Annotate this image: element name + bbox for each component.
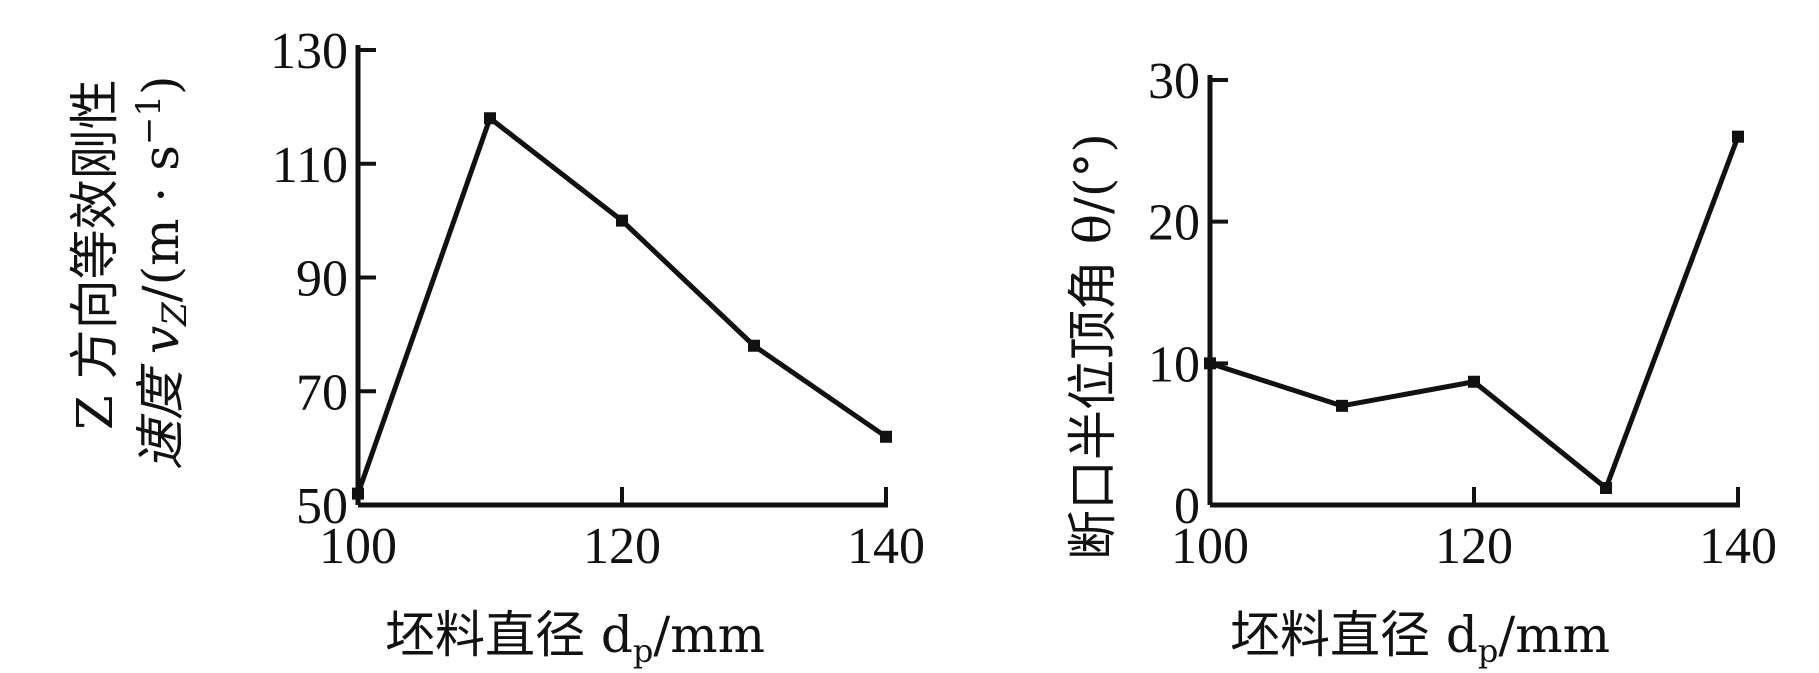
left-x-title-main: 坯料直径 d bbox=[385, 606, 633, 664]
left-x-tick-label: 100 bbox=[319, 518, 397, 575]
right-data-point bbox=[1732, 130, 1744, 143]
right-y-axis-title: 断口半位顶角 θ/(°) bbox=[1064, 133, 1122, 560]
left-y-axis-title-line1: Z 方向等效刚性 bbox=[66, 79, 124, 430]
left-y-axis-title-line2: 速度 vZ/(m · s−1) bbox=[129, 75, 195, 470]
right-series bbox=[1204, 130, 1744, 494]
left-y-title-unit: /(m · s bbox=[132, 145, 190, 302]
right-x-tick-label: 140 bbox=[1699, 518, 1777, 575]
right-x-tick-label: 120 bbox=[1435, 518, 1513, 575]
left-x-tick-label: 140 bbox=[847, 518, 925, 575]
left-data-point bbox=[616, 214, 628, 227]
right-data-point bbox=[1204, 357, 1216, 370]
right-y-tick-label: 20 bbox=[1148, 195, 1200, 252]
right-series-line bbox=[1209, 135, 1741, 491]
right-y-tick-label: 10 bbox=[1148, 336, 1200, 393]
right-data-point bbox=[1600, 482, 1612, 494]
left-y-title-sup: −1 bbox=[129, 95, 169, 145]
left-x-title-sub: p bbox=[633, 632, 653, 670]
left-x-tick-label: 120 bbox=[583, 518, 661, 575]
left-y-title-close: ) bbox=[132, 75, 190, 95]
right-x-tick-label: 100 bbox=[1171, 518, 1249, 575]
left-series-line bbox=[355, 115, 888, 495]
left-data-point bbox=[352, 487, 364, 500]
left-data-point bbox=[484, 112, 496, 125]
left-ticks: 50 70 90 110 130 100 120 140 bbox=[270, 23, 925, 575]
left-series bbox=[352, 112, 892, 500]
right-x-title-main: 坯料直径 d bbox=[1230, 606, 1478, 664]
left-y-tick-label: 110 bbox=[272, 137, 348, 194]
left-data-point bbox=[880, 430, 892, 443]
left-data-point bbox=[748, 339, 760, 352]
left-x-title-unit: /mm bbox=[653, 606, 765, 664]
left-y-title-main: 速度 v bbox=[132, 326, 190, 470]
right-x-axis-title: 坯料直径 dp/mm bbox=[1230, 606, 1610, 670]
left-y-tick-label: 50 bbox=[296, 478, 348, 535]
left-x-axis-title: 坯料直径 dp/mm bbox=[385, 606, 765, 670]
left-y-tick-label: 70 bbox=[296, 364, 348, 421]
right-ticks: 0 10 20 30 100 120 140 bbox=[1148, 53, 1777, 575]
right-y-tick-label: 0 bbox=[1174, 478, 1200, 535]
left-y-tick-label: 130 bbox=[270, 23, 348, 80]
right-data-point bbox=[1468, 375, 1480, 388]
chart-right: 0 10 20 30 100 120 140 断口半位顶角 θ/(°) 坯料直径 dp/mm bbox=[1064, 53, 1777, 670]
right-axes bbox=[1207, 75, 1740, 508]
left-y-title-sub: Z bbox=[155, 301, 195, 327]
right-x-title-sub: p bbox=[1478, 632, 1498, 670]
right-y-tick-label: 30 bbox=[1148, 53, 1200, 110]
right-data-point bbox=[1336, 399, 1348, 412]
chart-left: 50 70 90 110 130 100 120 140 Z 方向等效刚性 速度 vZ/(m … bbox=[66, 23, 925, 670]
left-y-tick-label: 90 bbox=[296, 251, 348, 308]
right-x-title-unit: /mm bbox=[1498, 606, 1610, 664]
